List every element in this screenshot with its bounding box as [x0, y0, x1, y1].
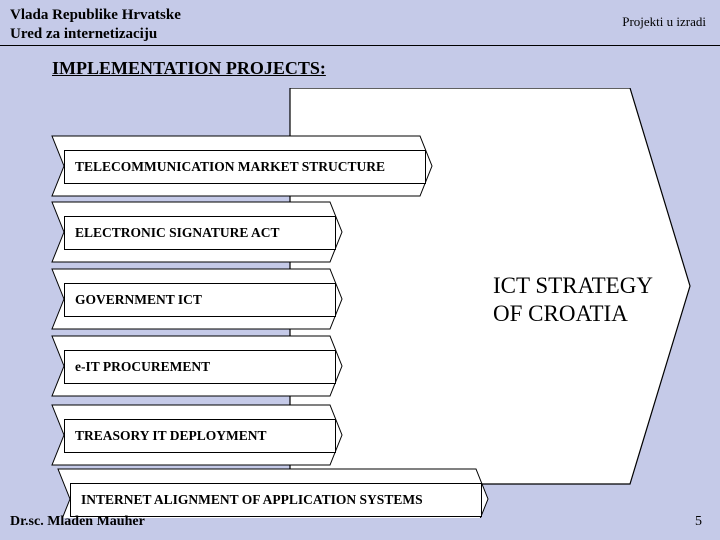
- project-label: TREASORY IT DEPLOYMENT: [75, 428, 267, 444]
- header-right-label: Projekti u izradi: [622, 6, 706, 30]
- project-box: e-IT PROCUREMENT: [64, 350, 336, 384]
- strategy-line1: ICT STRATEGY: [493, 272, 653, 300]
- project-box: GOVERNMENT ICT: [64, 283, 336, 317]
- header-org-line2: Ured za internetizaciju: [10, 25, 181, 44]
- slide-header: Vlada Republike Hrvatske Ured za interne…: [0, 0, 720, 46]
- project-label: TELECOMMUNICATION MARKET STRUCTURE: [75, 159, 385, 175]
- project-label: GOVERNMENT ICT: [75, 292, 202, 308]
- strategy-label: ICT STRATEGY OF CROATIA: [493, 272, 653, 327]
- header-org: Vlada Republike Hrvatske Ured za interne…: [10, 6, 181, 44]
- project-box: TREASORY IT DEPLOYMENT: [64, 419, 336, 453]
- project-label: ELECTRONIC SIGNATURE ACT: [75, 225, 280, 241]
- project-label: INTERNET ALIGNMENT OF APPLICATION SYSTEM…: [81, 492, 423, 508]
- project-box: ELECTRONIC SIGNATURE ACT: [64, 216, 336, 250]
- slide: Vlada Republike Hrvatske Ured za interne…: [0, 0, 720, 540]
- header-org-line1: Vlada Republike Hrvatske: [10, 6, 181, 25]
- section-title: IMPLEMENTATION PROJECTS:: [52, 58, 690, 79]
- footer-page: 5: [695, 514, 710, 530]
- project-box: TELECOMMUNICATION MARKET STRUCTURE: [64, 150, 426, 184]
- strategy-line2: OF CROATIA: [493, 300, 653, 328]
- project-box: INTERNET ALIGNMENT OF APPLICATION SYSTEM…: [70, 483, 482, 517]
- slide-content: IMPLEMENTATION PROJECTS: TELECOMMUNICATI…: [30, 54, 690, 494]
- footer-author: Dr.sc. Mladen Mauher: [10, 514, 145, 530]
- slide-footer: Dr.sc. Mladen Mauher 5: [10, 514, 710, 530]
- project-label: e-IT PROCUREMENT: [75, 359, 210, 375]
